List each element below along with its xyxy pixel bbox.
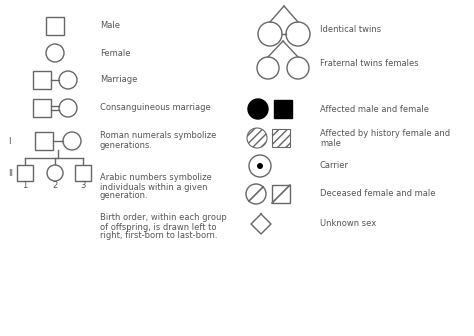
Text: Fraternal twins females: Fraternal twins females bbox=[320, 59, 419, 69]
Text: male: male bbox=[320, 138, 341, 148]
Text: Female: Female bbox=[100, 48, 130, 57]
Text: I: I bbox=[8, 136, 10, 145]
Bar bbox=[272, 185, 290, 203]
Text: Consanguineous marriage: Consanguineous marriage bbox=[100, 103, 211, 113]
Text: of offspring, is drawn left to: of offspring, is drawn left to bbox=[100, 222, 217, 232]
Text: generations.: generations. bbox=[100, 140, 153, 150]
Bar bbox=[75, 165, 91, 181]
Bar bbox=[274, 100, 292, 118]
Text: Unknown sex: Unknown sex bbox=[320, 219, 376, 228]
Text: Identical twins: Identical twins bbox=[320, 26, 381, 35]
Text: 3: 3 bbox=[80, 181, 86, 191]
Bar bbox=[33, 71, 51, 89]
Circle shape bbox=[248, 99, 268, 119]
Bar bbox=[272, 129, 290, 147]
Bar bbox=[33, 99, 51, 117]
Bar bbox=[17, 165, 33, 181]
Text: Marriage: Marriage bbox=[100, 76, 137, 84]
Text: Deceased female and male: Deceased female and male bbox=[320, 190, 436, 199]
Text: Roman numerals symbolize: Roman numerals symbolize bbox=[100, 131, 216, 140]
Text: individuals within a given: individuals within a given bbox=[100, 182, 208, 192]
Text: right, first-born to last-born.: right, first-born to last-born. bbox=[100, 232, 218, 241]
Text: 2: 2 bbox=[52, 181, 58, 191]
Text: Arabic numbers symbolize: Arabic numbers symbolize bbox=[100, 173, 212, 182]
Text: Affected by history female and: Affected by history female and bbox=[320, 128, 450, 137]
Text: 1: 1 bbox=[22, 181, 27, 191]
Text: Affected male and female: Affected male and female bbox=[320, 104, 429, 114]
Text: generation.: generation. bbox=[100, 192, 149, 201]
Text: Male: Male bbox=[100, 22, 120, 31]
Bar bbox=[46, 17, 64, 35]
Text: Carrier: Carrier bbox=[320, 162, 349, 170]
Text: Birth order, within each group: Birth order, within each group bbox=[100, 213, 227, 222]
Circle shape bbox=[257, 163, 263, 169]
Text: II: II bbox=[8, 168, 13, 177]
Bar bbox=[35, 132, 53, 150]
